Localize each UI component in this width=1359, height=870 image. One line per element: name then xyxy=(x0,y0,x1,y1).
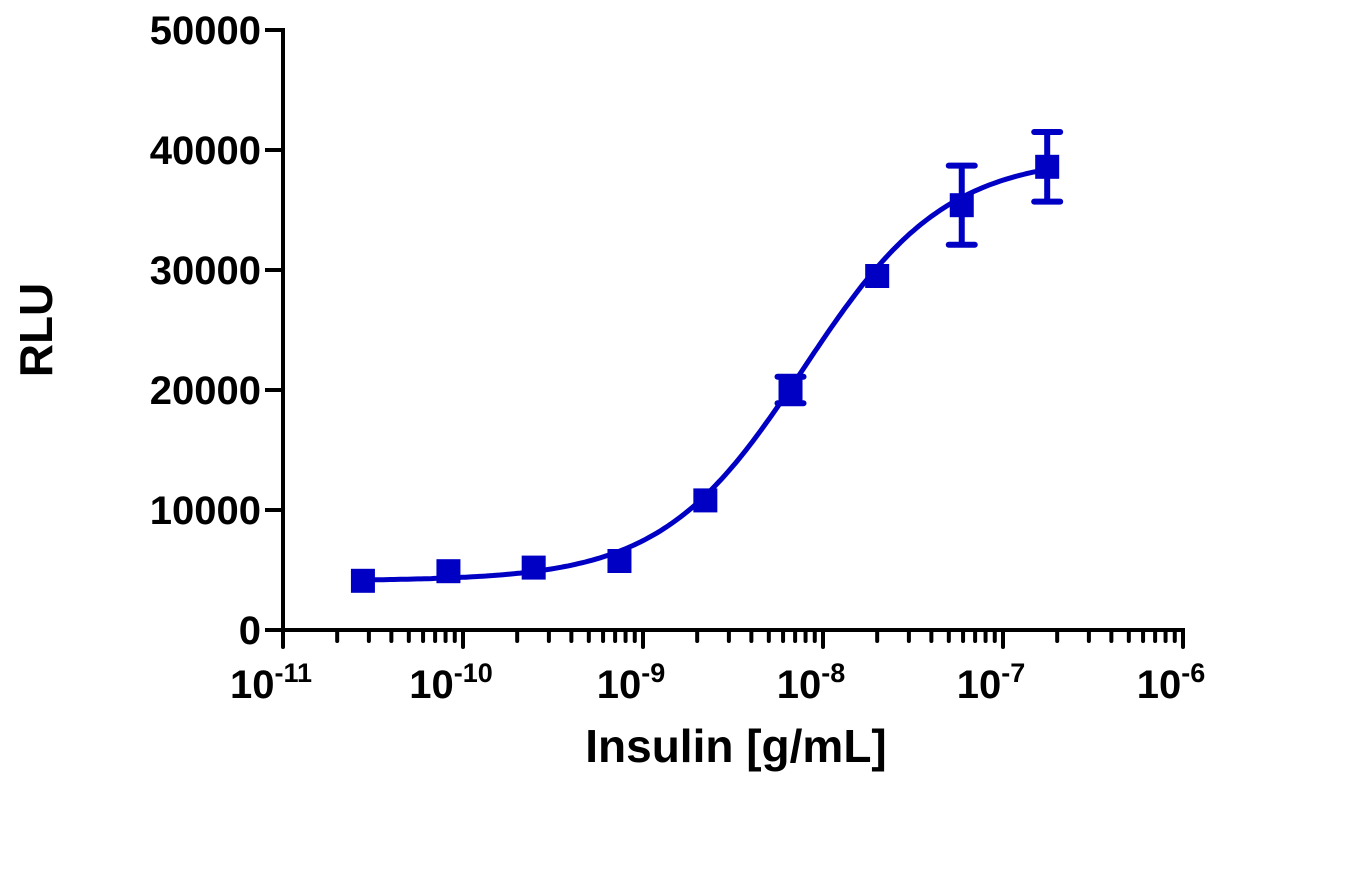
x-tick-label: 10-11 xyxy=(230,658,312,707)
data-point xyxy=(865,264,890,288)
x-tick-label: 10-9 xyxy=(597,658,666,707)
x-axis-label: Insulin [g/mL] xyxy=(585,720,887,772)
y-axis-label: RLU xyxy=(10,283,62,378)
x-tick-label: 10-6 xyxy=(1137,658,1206,707)
data-point xyxy=(693,488,718,513)
data-point xyxy=(1035,154,1060,179)
data-point xyxy=(521,555,546,580)
x-tick-label: 10-10 xyxy=(409,658,493,707)
data-points xyxy=(350,129,1064,593)
y-tick-label: 50000 xyxy=(150,9,261,53)
y-tick-label: 40000 xyxy=(150,129,261,173)
data-point xyxy=(436,559,461,584)
y-tick-label: 30000 xyxy=(150,249,261,293)
x-tick-label: 10-7 xyxy=(957,658,1026,707)
y-tick-label: 10000 xyxy=(150,489,261,533)
data-point xyxy=(778,378,803,402)
x-tick-label: 10-8 xyxy=(777,658,846,707)
fit-curve xyxy=(362,166,1048,583)
y-tick-label: 0 xyxy=(239,609,261,653)
y-tick-label: 20000 xyxy=(150,369,261,413)
axes xyxy=(281,28,1185,632)
data-point xyxy=(949,193,974,218)
data-point xyxy=(607,549,632,573)
data-point xyxy=(350,568,375,593)
ticks: 10-11 10-10 10-9 10-8 10-7 10-6 0 10000 20000 300… xyxy=(150,9,1205,707)
